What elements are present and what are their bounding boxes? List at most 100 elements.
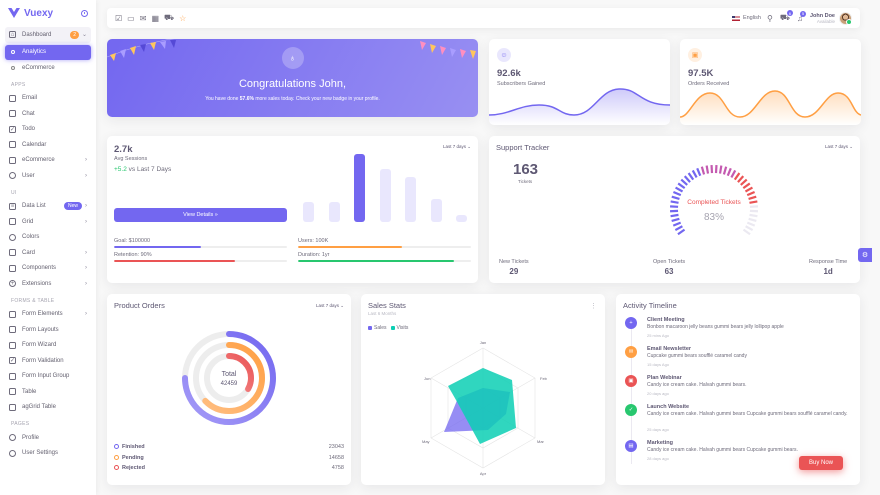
settings-icon (9, 449, 16, 457)
sessions-dropdown[interactable]: Last 7 days ⌄ (442, 144, 471, 149)
nav-profile[interactable]: Profile (0, 430, 96, 446)
nav-label: Card (22, 249, 36, 256)
star-icon[interactable]: ☆ (179, 13, 187, 23)
radar-legend: Sales Visits (368, 325, 408, 331)
session-bar (456, 214, 467, 222)
layout-icon (9, 403, 16, 411)
shopping-cart-icon[interactable]: ⛟ (164, 13, 175, 22)
bell-count: 5 (799, 10, 806, 17)
nav-form-elements[interactable]: Form Elements › (0, 307, 96, 323)
nav-label: Colors (22, 234, 40, 241)
nav-table[interactable]: Table (0, 384, 96, 400)
sales-stats-title: Sales Stats (368, 301, 406, 310)
briefcase-icon (9, 264, 16, 272)
nav-email[interactable]: Email (0, 91, 96, 107)
nav-todo[interactable]: ✓ Todo (0, 122, 96, 138)
circle-icon (11, 65, 15, 70)
nav-grid[interactable]: Grid › (0, 214, 96, 230)
timeline-time: 25 mins Ago (647, 333, 670, 338)
sales-radar-chart: Jan Feb Mar Apr May Jun (422, 340, 548, 476)
subscribers-value: 92.6k (497, 68, 521, 79)
chevron-right-icon: › (85, 265, 87, 272)
legend-swatch-visits (390, 326, 395, 330)
nav-extensions[interactable]: + Extensions › (0, 276, 96, 292)
cart-button[interactable]: ⛟ 6 (780, 10, 793, 23)
nav-form-wizard[interactable]: Form Wizard (0, 338, 96, 354)
chevron-right-icon: › (85, 249, 87, 256)
language-selector[interactable]: English (731, 15, 761, 21)
more-vertical-icon[interactable]: ⋮ (590, 303, 597, 310)
legend-swatch-sales (368, 326, 372, 330)
nav-dashboard[interactable]: ⌂ Dashboard 2 ⌄ (5, 27, 91, 43)
open-tickets: Open Tickets 63 (653, 259, 686, 276)
avatar[interactable] (839, 11, 852, 25)
avg-sessions-card: 2.7k Avg Sessions +5.2 vs Last 7 Days La… (107, 136, 478, 283)
legend-dot-icon (114, 454, 119, 460)
legend-dot-icon (114, 444, 119, 449)
nav-ecommerce-dashboard[interactable]: eCommerce (0, 60, 96, 76)
completed-tickets-gauge: Completed Tickets 83% (670, 165, 758, 236)
gauge-tick (745, 225, 754, 232)
nav-label: Form Input Group (22, 373, 70, 380)
buy-now-button[interactable]: Buy Now (799, 456, 843, 470)
nav-calendar[interactable]: Calendar (0, 137, 96, 153)
customizer-toggle[interactable]: ⚙ (858, 248, 872, 262)
nav-form-validation[interactable]: ✓ Form Validation (0, 353, 96, 369)
timeline-icon: + (625, 317, 637, 329)
timeline-title: Launch Website (647, 404, 690, 410)
support-title: Support Tracker (496, 143, 550, 152)
nav-colors[interactable]: Colors (0, 230, 96, 246)
check-square-icon: ✓ (9, 125, 16, 133)
timeline-title: Activity Timeline (623, 301, 677, 310)
decoration-left (107, 39, 176, 61)
gauge-tick (671, 195, 680, 200)
message-square-icon[interactable]: ▭ (127, 13, 135, 23)
timeline-title: Marketing (647, 440, 673, 446)
support-dropdown[interactable]: Last 7 days ⌄ (824, 144, 853, 149)
gauge-tick (722, 166, 728, 175)
legend-visits: Visits (396, 325, 409, 331)
legend-sales: Sales (374, 325, 387, 331)
radar-axis-label: May (422, 439, 430, 444)
product-orders-dropdown[interactable]: Last 7 days ⌄ (315, 303, 344, 308)
section-ui: UI (11, 189, 17, 196)
check-square-icon[interactable]: ☑ (115, 13, 123, 23)
nav-user[interactable]: User › (0, 168, 96, 184)
gauge-tick (683, 175, 691, 183)
gauge-tick (742, 182, 751, 189)
nav-data-list[interactable]: ≡ Data List New › (0, 199, 96, 215)
nav-components[interactable]: Components › (0, 261, 96, 277)
user-status: Available (816, 18, 835, 24)
ticket-label: Tickets (518, 179, 533, 184)
notification-button[interactable]: ♫ 5 (797, 10, 806, 23)
nav-label: eCommerce (22, 157, 55, 164)
user-info[interactable]: John Doe Available (810, 13, 835, 24)
package-icon (9, 341, 16, 349)
mail-icon[interactable]: ✉ (139, 13, 147, 23)
goal-progress (114, 260, 287, 262)
nav-form-input-group[interactable]: Form Input Group (0, 369, 96, 385)
brand-name: Vuexy (24, 7, 54, 19)
congrats-title: Congratulations John, (238, 78, 346, 90)
nav-aggrid-table[interactable]: agGrid Table (0, 400, 96, 416)
collapse-toggle-icon[interactable] (81, 9, 88, 17)
nav-label: Email (22, 95, 38, 102)
nav-chat[interactable]: Chat (0, 106, 96, 122)
nav-ecommerce[interactable]: eCommerce › (0, 153, 96, 169)
timeline-icon: ▤ (625, 440, 637, 452)
subscribers-card: ☺ 92.6k Subscribers Gained (489, 39, 670, 125)
calendar-icon[interactable]: ▦ (151, 13, 159, 23)
nav-form-layouts[interactable]: Form Layouts (0, 322, 96, 338)
droplet-icon (9, 233, 16, 241)
nav-analytics[interactable]: Analytics (5, 44, 91, 60)
search-icon[interactable]: ⚲ (767, 13, 773, 23)
gauge-tick (705, 165, 710, 174)
sessions-label: Avg Sessions (114, 156, 148, 162)
user-name: John Doe (809, 12, 835, 19)
brand[interactable]: Vuexy (0, 0, 96, 26)
gauge-tick (746, 221, 756, 227)
timeline-desc: Cupcake gummi bears soufflé caramel cand… (647, 353, 747, 359)
nav-card[interactable]: Card › (0, 245, 96, 261)
view-details-button[interactable]: View Details » (114, 208, 287, 222)
nav-user-settings[interactable]: User Settings (0, 446, 96, 462)
